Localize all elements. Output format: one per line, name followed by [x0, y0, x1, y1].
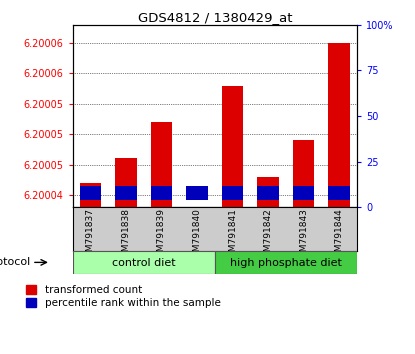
- Bar: [329, 43, 350, 207]
- Bar: [257, 177, 279, 207]
- Bar: [80, 183, 101, 207]
- Bar: [151, 187, 172, 200]
- Text: GSM791838: GSM791838: [122, 209, 130, 263]
- Bar: [222, 86, 243, 207]
- Bar: [257, 187, 279, 200]
- Text: GSM791844: GSM791844: [334, 209, 344, 263]
- Bar: [329, 187, 350, 200]
- Text: high phosphate diet: high phosphate diet: [230, 258, 342, 268]
- Bar: [73, 251, 215, 274]
- Text: control diet: control diet: [112, 258, 176, 268]
- Bar: [222, 187, 243, 200]
- Text: GSM791837: GSM791837: [86, 209, 95, 263]
- Text: GSM791839: GSM791839: [157, 209, 166, 263]
- Bar: [293, 187, 314, 200]
- Text: GSM791841: GSM791841: [228, 209, 237, 263]
- Bar: [215, 251, 357, 274]
- Text: GSM791840: GSM791840: [193, 209, 202, 263]
- Title: GDS4812 / 1380429_at: GDS4812 / 1380429_at: [137, 11, 292, 24]
- Bar: [115, 187, 137, 200]
- Bar: [151, 122, 172, 207]
- Text: protocol: protocol: [0, 257, 30, 267]
- Text: GSM791843: GSM791843: [299, 209, 308, 263]
- Text: GSM791842: GSM791842: [264, 209, 273, 263]
- Bar: [186, 187, 208, 200]
- Bar: [293, 140, 314, 207]
- Bar: [115, 159, 137, 207]
- Bar: [80, 187, 101, 200]
- Legend: transformed count, percentile rank within the sample: transformed count, percentile rank withi…: [26, 285, 221, 308]
